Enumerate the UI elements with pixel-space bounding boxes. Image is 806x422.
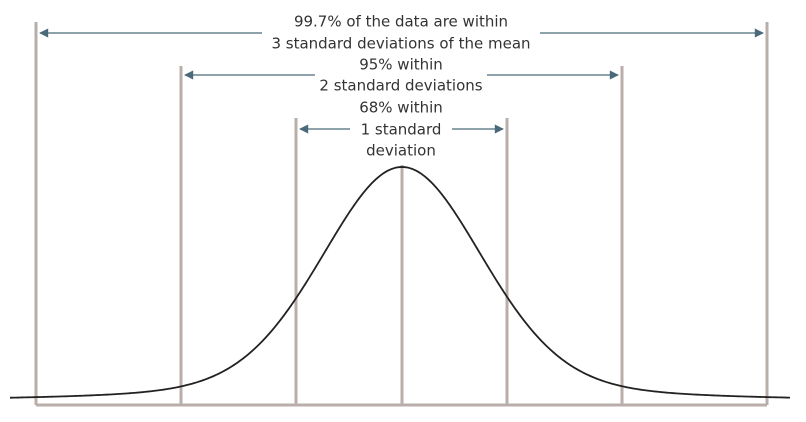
label: 95% within: [359, 56, 443, 74]
label: 68% within: [359, 99, 443, 117]
label: 99.7% of the data are within: [294, 13, 508, 31]
label: 1 standard: [361, 121, 442, 139]
bell-curve: [9, 166, 791, 399]
label: 2 standard deviations: [319, 77, 482, 95]
label: 3 standard deviations of the mean: [271, 35, 530, 53]
label: deviation: [366, 142, 436, 160]
